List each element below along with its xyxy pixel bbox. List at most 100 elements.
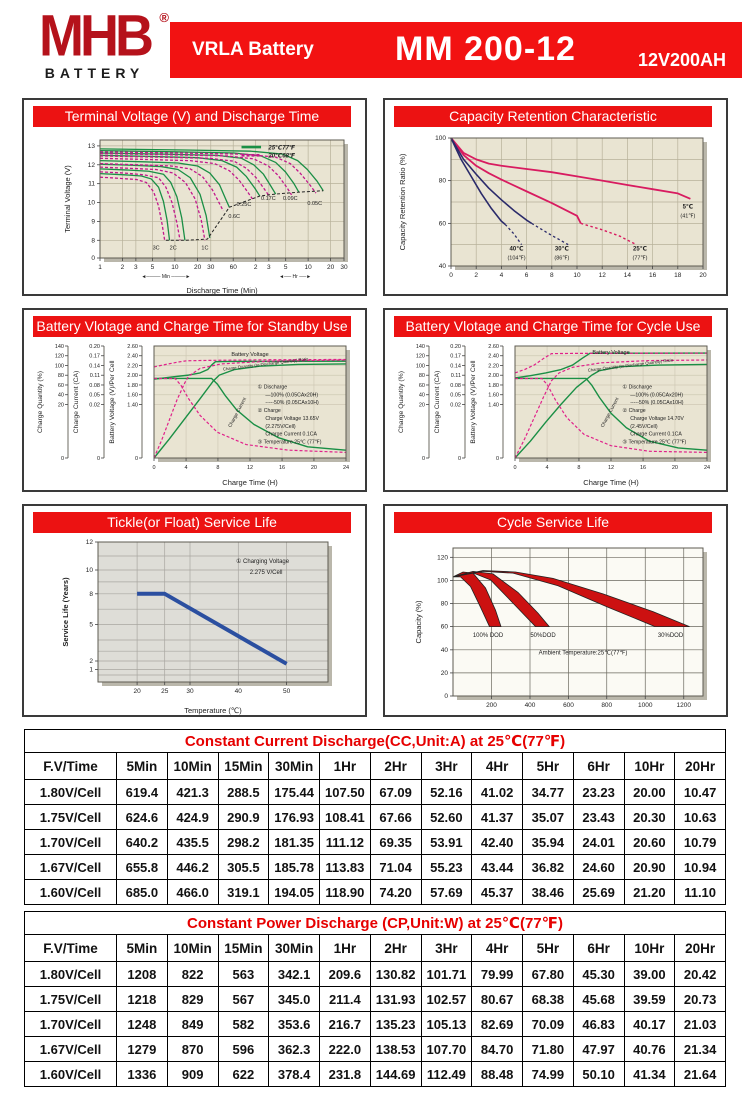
table-cell: 25.69 — [572, 879, 625, 905]
table-cell: 446.2 — [166, 854, 219, 880]
svg-text:2: 2 — [89, 658, 93, 665]
table-cell: 20.60 — [623, 829, 676, 855]
svg-text:2.60: 2.60 — [127, 344, 138, 350]
svg-text:0: 0 — [444, 693, 448, 700]
table-cell: 1.60V/Cell — [24, 879, 117, 905]
svg-text:① Discharge: ① Discharge — [257, 385, 287, 391]
table-cell: 1336 — [116, 1061, 168, 1087]
svg-text:0.11: 0.11 — [450, 373, 460, 379]
svg-text:1200: 1200 — [676, 702, 691, 709]
table-cell: 80.67 — [471, 986, 523, 1012]
column-header: 4Hr — [471, 934, 523, 962]
svg-text:Temperature (℃): Temperature (℃) — [184, 706, 242, 715]
table-cell: 23.23 — [572, 779, 625, 805]
svg-text:0.11: 0.11 — [89, 373, 99, 379]
charge-time-standby-chart: 0 4 8 12 16 20 24 140 120 100 80 60 40 20 0 Charge Quan… — [24, 338, 365, 488]
table-row: 1.60V/Cell 1336 909 622 378.4 231.8 144.69 112.… — [24, 1061, 726, 1087]
svg-text:0.14: 0.14 — [450, 363, 461, 369]
svg-text:(77℉): (77℉) — [632, 255, 647, 262]
table-cell: 35.94 — [522, 829, 574, 855]
svg-text:0: 0 — [457, 456, 460, 462]
svg-text:60: 60 — [57, 383, 63, 389]
table-cell: 231.8 — [319, 1061, 371, 1087]
svg-text:Charge Current 0.1CA: Charge Current 0.1CA — [630, 432, 682, 438]
table-cell: 42.40 — [471, 829, 523, 855]
capacity-rating: 12V200AH — [637, 50, 726, 70]
svg-text:40: 40 — [234, 688, 242, 695]
table-cell: 70.09 — [522, 1011, 574, 1037]
svg-text:20: 20 — [57, 402, 63, 408]
table-cell: 41.34 — [623, 1061, 676, 1087]
svg-text:1.40: 1.40 — [127, 402, 138, 408]
table-cell: 101.71 — [420, 961, 473, 987]
table-cell: 353.6 — [268, 1011, 320, 1037]
table-cell: 138.53 — [369, 1036, 422, 1062]
svg-text:120: 120 — [437, 554, 448, 561]
table-cell: 1248 — [116, 1011, 168, 1037]
column-header: 2Hr — [369, 934, 422, 962]
table-cell: 105.13 — [420, 1011, 473, 1037]
column-header: 15Min — [217, 752, 270, 780]
svg-text:18: 18 — [674, 272, 682, 279]
table-cell: 319.1 — [217, 879, 270, 905]
table-cell: 113.83 — [319, 854, 371, 880]
table-cell: 175.44 — [268, 779, 320, 805]
panel-charge-cycle: Battery Vlotage and Charge Time for Cycl… — [383, 308, 728, 492]
table-cell: 194.05 — [268, 879, 320, 905]
svg-text:5: 5 — [283, 264, 287, 271]
svg-text:2.20: 2.20 — [488, 363, 499, 369]
brand-logo-text: MHB — [39, 3, 154, 69]
svg-text:4: 4 — [499, 272, 503, 279]
svg-text:③ Temperature 25℃ (77℉): ③ Temperature 25℃ (77℉) — [257, 439, 321, 445]
svg-text:0.17: 0.17 — [89, 354, 100, 360]
svg-text:2: 2 — [253, 264, 257, 271]
svg-text:20: 20 — [133, 688, 141, 695]
table-cell: 1208 — [116, 961, 168, 987]
svg-text:0.09C: 0.09C — [282, 196, 297, 202]
panel-terminal-voltage: Terminal Voltage (V) and Discharge Time … — [22, 98, 367, 296]
svg-text:13: 13 — [87, 143, 95, 150]
svg-text:20: 20 — [193, 264, 201, 271]
svg-text:① Discharge: ① Discharge — [622, 385, 652, 391]
svg-text:20: 20 — [418, 402, 424, 408]
table-cell: 582 — [217, 1011, 270, 1037]
table-cell: 135.23 — [369, 1011, 422, 1037]
table-cell: 11.10 — [674, 879, 726, 905]
svg-text:0.20: 0.20 — [450, 344, 461, 350]
svg-text:10: 10 — [171, 264, 179, 271]
svg-text:Battery Voltage: Battery Voltage — [592, 350, 629, 356]
column-header: 2Hr — [369, 752, 422, 780]
svg-text:20: 20 — [326, 264, 334, 271]
svg-text:Charge Current (CA): Charge Current (CA) — [73, 371, 80, 434]
svg-text:0: 0 — [60, 456, 63, 462]
table-cell: 619.4 — [116, 779, 168, 805]
svg-text:3C: 3C — [152, 246, 159, 252]
table-cell: 74.20 — [369, 879, 422, 905]
table-cell: 23.43 — [572, 804, 625, 830]
svg-text:0.05: 0.05 — [450, 393, 461, 399]
table-cell: 822 — [166, 961, 219, 987]
table-row: 1.75V/Cell 1218 829 567 345.0 211.4 131.93 102.… — [24, 986, 726, 1012]
svg-text:—100% (0.05CAx20H): —100% (0.05CAx20H) — [265, 392, 318, 398]
table-cell: 181.35 — [268, 829, 320, 855]
svg-text:60: 60 — [440, 624, 448, 631]
svg-text:20: 20 — [671, 465, 677, 471]
svg-text:Charge Voltage 13.65V: Charge Voltage 13.65V — [265, 416, 319, 422]
table-cell: 211.4 — [319, 986, 371, 1012]
table-cell: 176.93 — [268, 804, 320, 830]
svg-text:25: 25 — [161, 688, 169, 695]
table-cell: 563 — [217, 961, 270, 987]
svg-text:5: 5 — [150, 264, 154, 271]
svg-text:0.14: 0.14 — [89, 363, 100, 369]
svg-text:Charge Voltage 14.70V: Charge Voltage 14.70V — [630, 416, 684, 422]
panel-charge-standby: Battery Vlotage and Charge Time for Stan… — [22, 308, 367, 492]
svg-text:2.00: 2.00 — [127, 373, 138, 379]
svg-text:40: 40 — [418, 393, 424, 399]
table-cell: 71.80 — [522, 1036, 574, 1062]
constant-power-discharge-table: Constant Power Discharge (CP,Unit:W) at … — [24, 911, 726, 1087]
svg-text:0: 0 — [421, 456, 424, 462]
svg-text:24: 24 — [703, 465, 709, 471]
svg-text:1000: 1000 — [638, 702, 653, 709]
table-cell: 20.30 — [623, 804, 676, 830]
svg-text:16: 16 — [648, 272, 656, 279]
